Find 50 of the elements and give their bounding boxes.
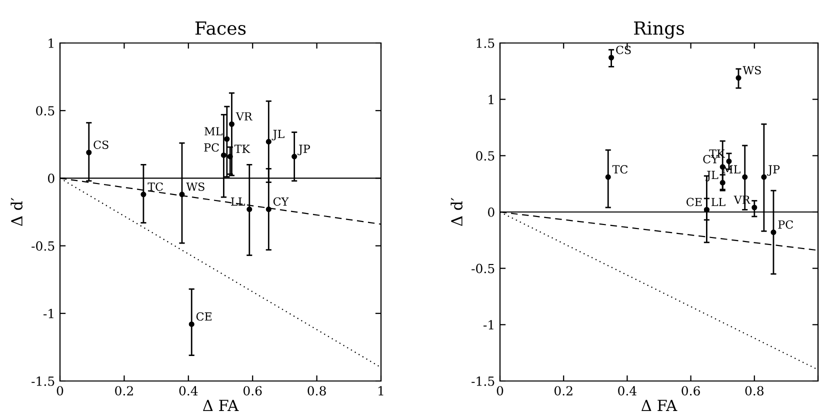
y-tick-label: -1 (484, 320, 494, 330)
annotation: PC (204, 143, 219, 152)
annotation: JL (706, 170, 718, 182)
annotation: LL (231, 197, 245, 206)
y-axis-title: Δ d′ (10, 198, 23, 226)
x-tick-label: 0.2 (554, 386, 572, 396)
annotation: CS (616, 46, 631, 54)
annotation: PC (778, 220, 793, 229)
x-tick-label: 0 (496, 386, 504, 396)
x-tick-label: 0.4 (618, 386, 637, 396)
annotation: WS (742, 66, 761, 74)
annotation: CE (686, 198, 702, 206)
y-tick-label: 0.5 (36, 106, 54, 116)
y-axis-title: Δ d′ (450, 198, 463, 226)
y-tick-label: 1.5 (476, 38, 494, 48)
y-tick-label: -0.5 (32, 241, 54, 251)
annotation: JP (767, 165, 780, 176)
x-tick-label: 0.6 (682, 386, 700, 396)
annotation: CS (94, 140, 108, 149)
y-tick-label: 0 (488, 207, 494, 217)
annotation: ML (204, 127, 222, 136)
x-tick-label: 0.8 (745, 386, 764, 396)
annotation: CE (196, 312, 212, 321)
x-axis-title: Δ FA (202, 400, 239, 411)
y-tick-label: 0 (48, 174, 54, 184)
x-tick-label: 0 (56, 386, 64, 396)
x-tick-label: 0.8 (308, 386, 326, 396)
x-tick-label: 0.2 (115, 386, 133, 396)
annotation: WS (186, 182, 204, 191)
y-tick-label: 1 (48, 38, 54, 48)
annotation: TK (234, 144, 250, 153)
annotation: TC (148, 182, 163, 191)
x-axis-title: Δ FA (641, 400, 678, 411)
y-tick-label: 1 (488, 94, 494, 104)
y-tick-label: -1.5 (32, 376, 54, 386)
y-tick-label: -1 (44, 308, 54, 318)
annotation: LL (711, 198, 726, 206)
annotation: CY (273, 197, 289, 206)
annotation: VR (236, 112, 253, 120)
annotation: JL (272, 130, 284, 140)
y-tick-label: 0.5 (476, 151, 494, 161)
annotation: JP (298, 144, 310, 156)
chart-title: Rings (634, 21, 684, 39)
chart-title: Faces (195, 22, 246, 35)
y-tick-label: -1.5 (472, 376, 494, 386)
y-tick-label: -0.5 (472, 264, 494, 274)
x-tick-label: 0.4 (179, 386, 198, 396)
x-tick-label: 0.6 (243, 386, 262, 396)
x-tick-label: 1 (378, 386, 384, 396)
annotation: TC (612, 165, 628, 174)
